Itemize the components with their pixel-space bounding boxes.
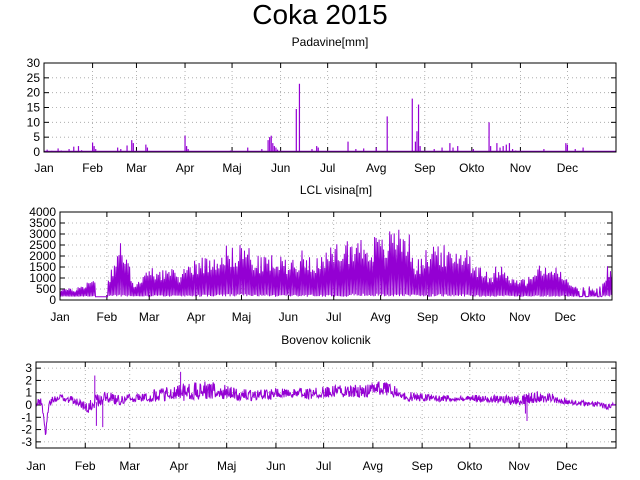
x-tick-label: Maj	[222, 161, 241, 175]
plot-frame	[43, 62, 617, 153]
chart-main-title: Coka 2015	[252, 0, 387, 30]
x-tick-label: Dec	[554, 310, 575, 324]
x-tick-label: Dec	[556, 459, 577, 473]
x-tick-label: Mar	[139, 310, 160, 324]
y-tick-label: -1	[21, 410, 32, 424]
x-tick-label: Mar	[126, 161, 147, 175]
panel-title: LCL visina[m]	[300, 183, 372, 197]
y-tick-label: 1000	[29, 271, 56, 285]
y-tick-label: 4000	[29, 205, 56, 219]
y-tick-label: 3	[25, 361, 32, 375]
y-tick-label: 0	[25, 398, 32, 412]
y-tick-label: 10	[27, 115, 41, 129]
x-tick-label: Jun	[279, 310, 298, 324]
y-tick-label: 2500	[29, 238, 56, 252]
y-tick-label: 15	[27, 101, 41, 115]
x-tick-label: Apr	[170, 459, 189, 473]
y-tick-label: 20	[27, 86, 41, 100]
y-tick-label: 25	[27, 71, 41, 85]
y-tick-label: 30	[27, 56, 41, 70]
x-tick-label: Maj	[217, 459, 236, 473]
x-tick-label: Avg	[366, 161, 386, 175]
bowen-series-line	[35, 381, 617, 435]
panel-title: Bovenov kolicnik	[281, 333, 371, 347]
y-tick-label: 1	[25, 386, 32, 400]
x-tick-label: Nov	[510, 161, 531, 175]
x-tick-label: Feb	[97, 310, 118, 324]
x-tick-label: Okto	[460, 310, 486, 324]
x-tick-label: Sep	[411, 459, 433, 473]
x-tick-label: Jan	[50, 310, 69, 324]
y-tick-label: 0	[33, 145, 40, 159]
y-tick-label: 0	[49, 293, 56, 307]
plot-frame	[35, 361, 617, 449]
x-tick-label: Sep	[417, 310, 439, 324]
x-tick-label: Jul	[316, 459, 331, 473]
x-tick-label: Nov	[508, 459, 529, 473]
x-tick-label: Jul	[320, 161, 335, 175]
x-tick-label: Jul	[326, 310, 341, 324]
x-tick-label: Feb	[75, 459, 96, 473]
y-tick-label: 500	[36, 282, 56, 296]
y-tick-label: -2	[21, 423, 32, 437]
y-tick-label: 2	[25, 373, 32, 387]
x-tick-label: Sep	[414, 161, 436, 175]
y-tick-label: 2000	[29, 249, 56, 263]
panel-2: LCL visina[m] 050010001500200025003000350…	[29, 183, 613, 324]
x-tick-label: Avg	[363, 459, 383, 473]
y-tick-label: 1500	[29, 260, 56, 274]
x-tick-label: Avg	[370, 310, 390, 324]
x-tick-label: Jun	[271, 161, 290, 175]
x-tick-label: Jan	[34, 161, 53, 175]
x-tick-label: Apr	[176, 161, 195, 175]
x-tick-label: Apr	[187, 310, 206, 324]
y-tick-label: 3500	[29, 216, 56, 230]
y-tick-label: 3000	[29, 227, 56, 241]
lcl-series-line	[59, 229, 613, 298]
y-tick-label: 5	[33, 130, 40, 144]
x-tick-label: Maj	[232, 310, 251, 324]
x-tick-label: Nov	[509, 310, 530, 324]
panel-title: Padavine[mm]	[292, 35, 369, 49]
y-tick-label: -3	[21, 435, 32, 449]
x-tick-label: Jun	[266, 459, 285, 473]
x-tick-label: Mar	[119, 459, 140, 473]
x-tick-label: Okto	[459, 161, 485, 175]
x-tick-label: Jan	[26, 459, 45, 473]
x-tick-label: Okto	[457, 459, 483, 473]
plot-frame	[59, 211, 613, 301]
x-tick-label: Feb	[82, 161, 103, 175]
x-tick-label: Dec	[557, 161, 578, 175]
